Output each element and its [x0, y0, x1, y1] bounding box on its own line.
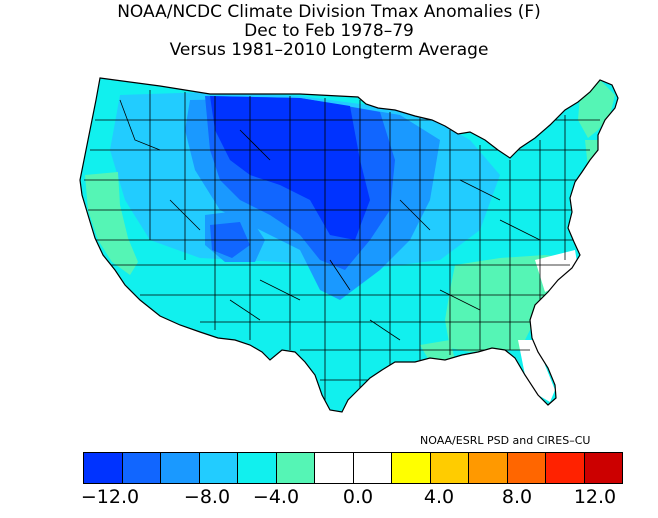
- colorbar-swatch: [199, 453, 238, 483]
- us-outline: [79, 77, 619, 413]
- colorbar-swatch: [507, 453, 546, 483]
- colorbar-swatch: [238, 453, 277, 483]
- data-credit: NOAA/ESRL PSD and CIRES–CU: [420, 434, 591, 447]
- division-boundary-line: [459, 179, 501, 201]
- colorbar-swatch: [430, 453, 469, 483]
- division-boundary-line: [329, 259, 351, 291]
- colorbar-swatch: [546, 453, 585, 483]
- colorbar-swatch: [276, 453, 315, 483]
- colorbar-tick-label: −4.0: [252, 486, 300, 508]
- colorbar-tick-label: −8.0: [183, 486, 231, 508]
- colorbar-tick-label: −12.0: [80, 486, 140, 508]
- colorbar-swatch: [161, 453, 200, 483]
- anomaly-region: [535, 250, 578, 292]
- colorbar-swatch: [353, 453, 392, 483]
- colorbar-swatch: [122, 453, 161, 483]
- anomaly-region: [518, 340, 555, 402]
- division-boundary-line: [239, 129, 271, 161]
- colorbar-swatch: [315, 453, 354, 483]
- division-boundary-line: [229, 299, 261, 321]
- colorbar-swatch: [469, 453, 508, 483]
- colorbar-swatch: [392, 453, 431, 483]
- anomaly-region: [445, 255, 570, 352]
- division-boundary-line: [439, 289, 481, 311]
- division-boundary-line: [169, 199, 201, 231]
- division-boundary-line: [119, 99, 161, 151]
- colorbar-swatch: [584, 453, 622, 483]
- division-boundary-line: [369, 319, 401, 341]
- colorbar: [83, 452, 623, 484]
- division-boundary-line: [499, 219, 541, 241]
- anomaly-region: [85, 172, 138, 275]
- division-boundary-line: [399, 199, 431, 231]
- map-title: NOAA/NCDC Climate Division Tmax Anomalie…: [117, 2, 541, 22]
- map-subtitle-period: Dec to Feb 1978–79: [244, 21, 414, 41]
- map-subtitle-baseline: Versus 1981–2010 Longterm Average: [169, 40, 489, 60]
- division-boundary-line: [259, 279, 301, 301]
- colorbar-swatch: [84, 453, 123, 483]
- colorbar-tick-label: 12.0: [573, 486, 617, 508]
- colorbar-tick-label: 8.0: [501, 486, 533, 508]
- anomaly-region: [420, 340, 455, 362]
- colorbar-tick-label: 0.0: [342, 486, 374, 508]
- colorbar-tick-label: 4.0: [423, 486, 455, 508]
